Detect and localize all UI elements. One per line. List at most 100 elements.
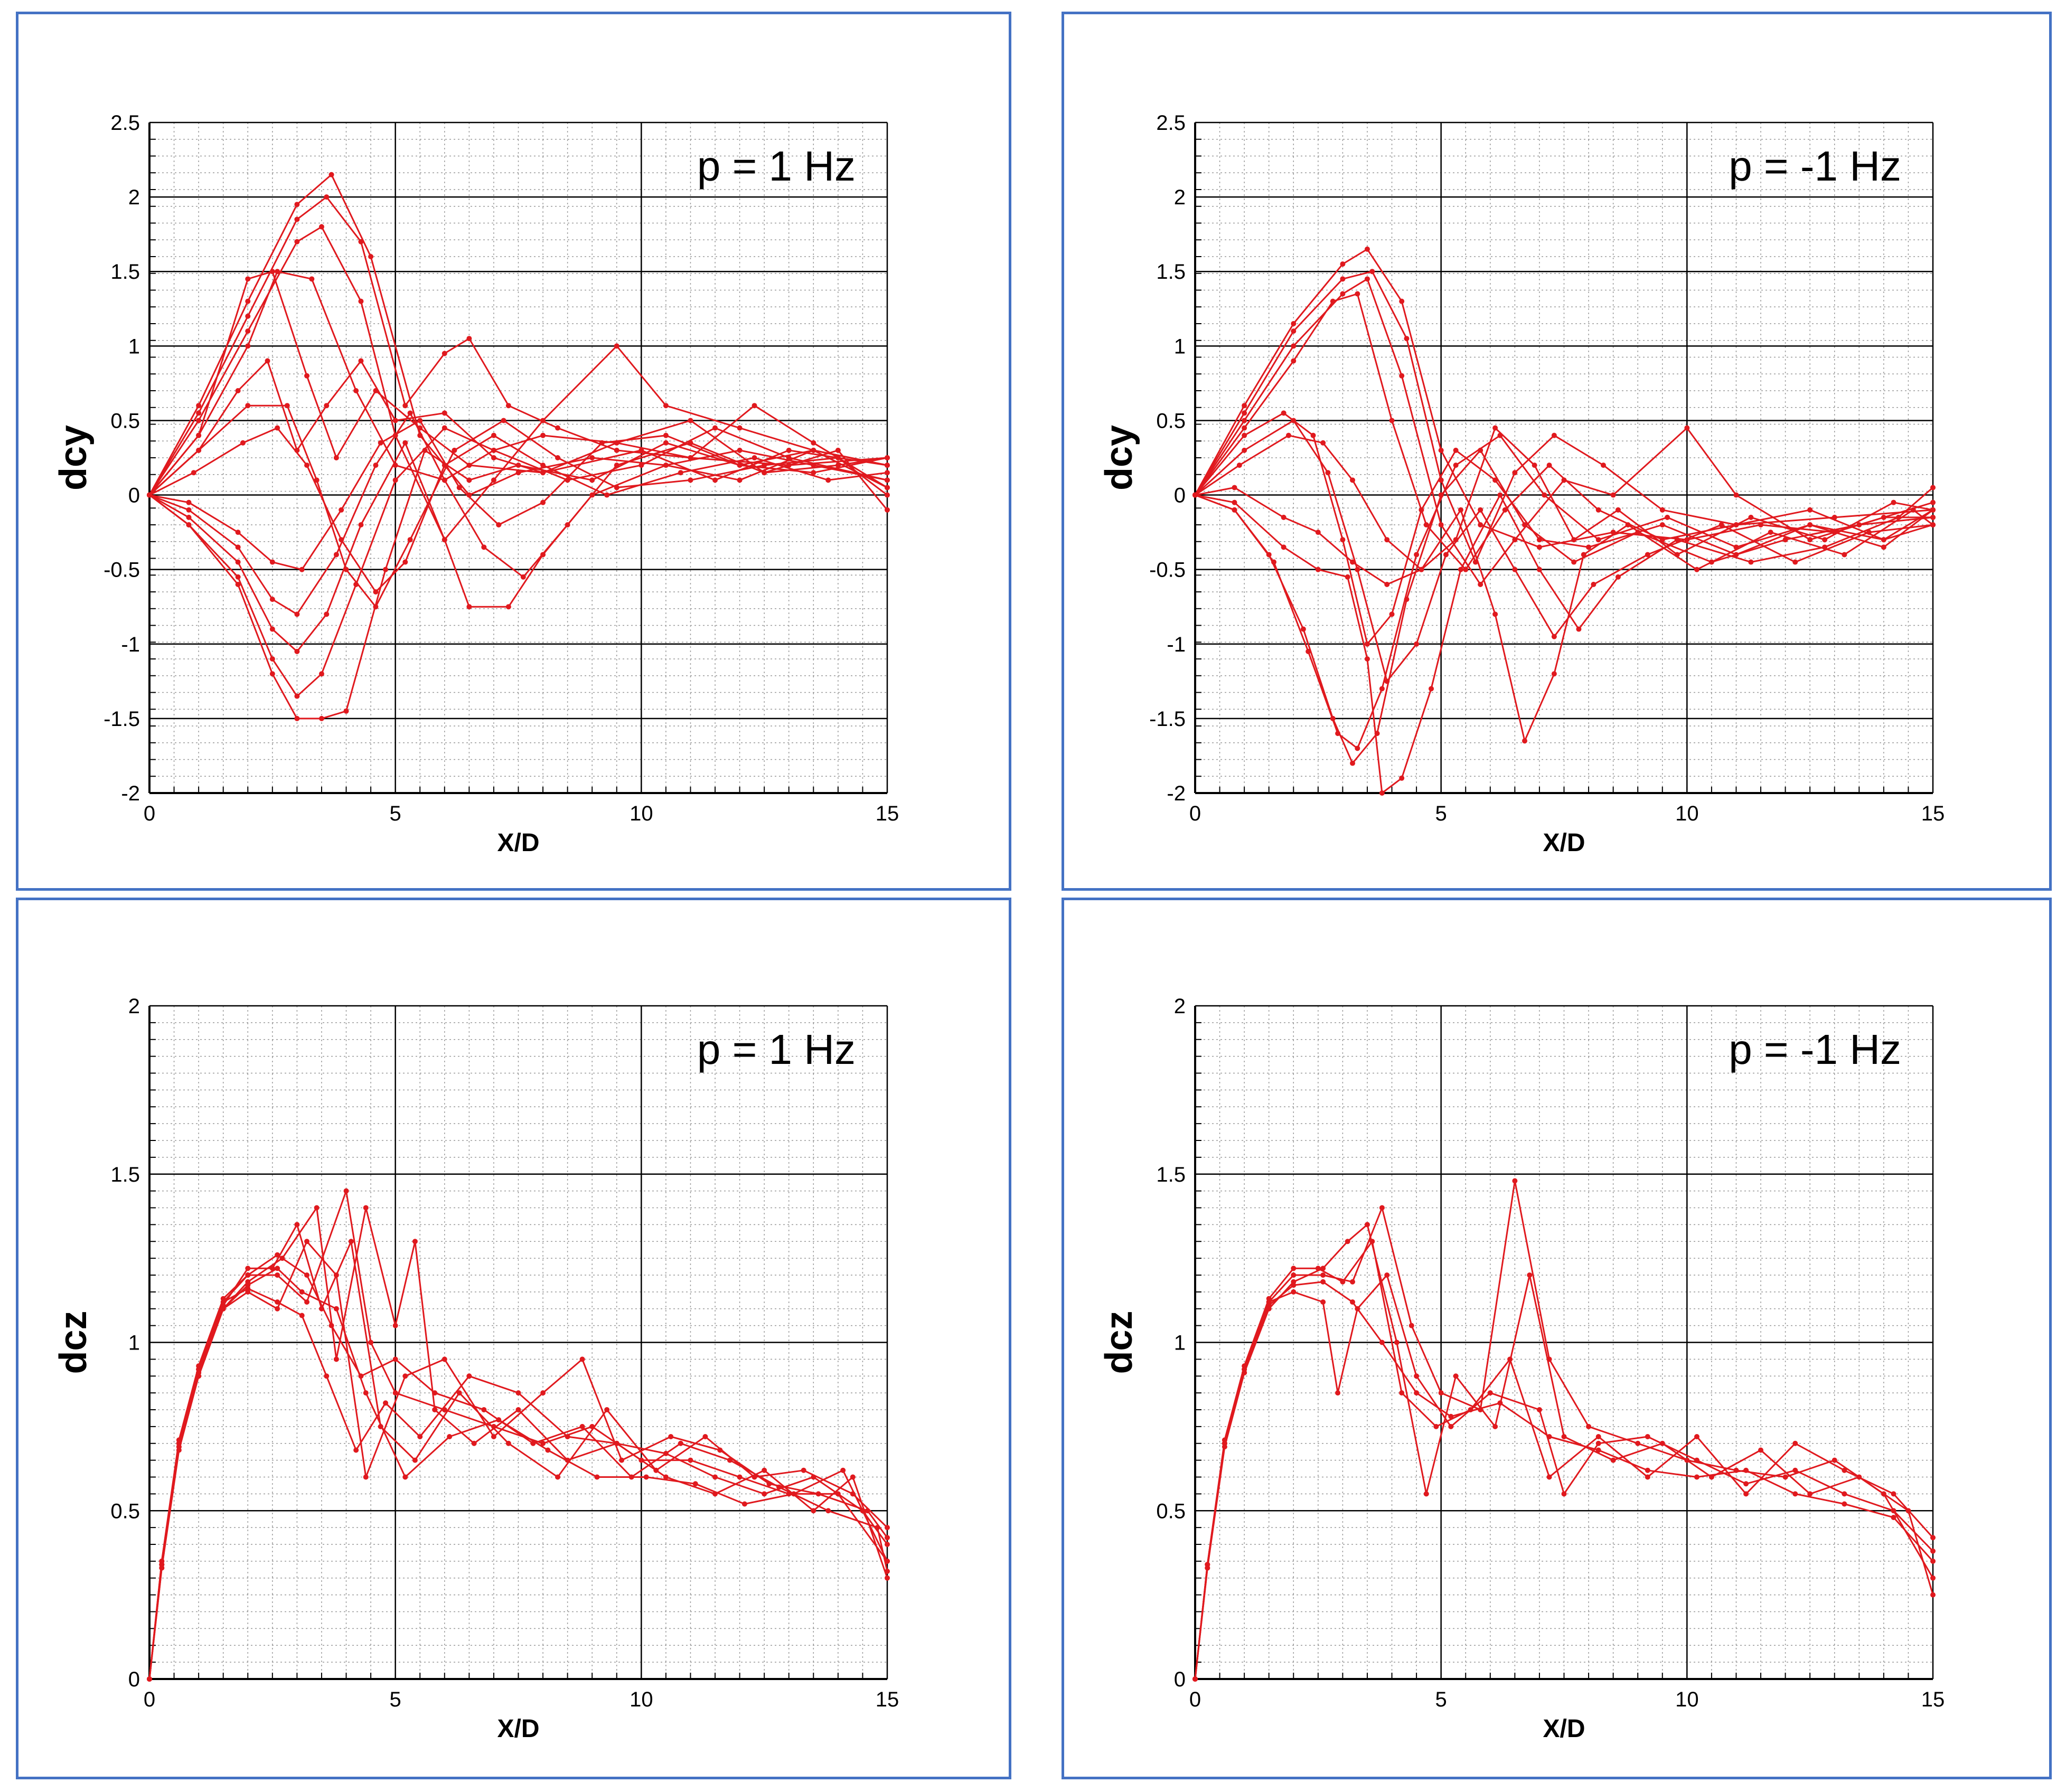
data-point	[392, 1356, 398, 1362]
y-axis-title: dcy	[52, 425, 95, 491]
x-axis-title: X/D	[497, 829, 539, 857]
y-tick-label: 2	[1174, 995, 1186, 1018]
data-point	[1595, 1440, 1601, 1446]
data-point	[363, 1390, 369, 1396]
data-point	[1842, 552, 1847, 558]
data-point	[1492, 611, 1498, 617]
data-point	[294, 715, 300, 721]
data-point	[1384, 678, 1390, 684]
y-tick-label: 1	[128, 335, 140, 358]
data-point	[269, 671, 275, 677]
series-line	[1194, 293, 1933, 571]
data-point	[1891, 1515, 1896, 1520]
data-point	[1842, 1501, 1847, 1507]
data-point	[1586, 1423, 1592, 1429]
data-point	[1866, 530, 1872, 535]
chart-panel-dcy-p1: 0 5 10 15 -2 -1.5 -1 -0.5 0 0.5 1 1.5 2 2.5 X/D dcy p = …	[16, 12, 1011, 891]
data-point	[491, 432, 496, 438]
data-point	[1807, 1491, 1813, 1497]
data-point	[515, 1407, 521, 1412]
data-point	[275, 269, 280, 275]
data-point	[801, 1467, 806, 1473]
data-point	[540, 432, 546, 438]
series-line	[149, 442, 888, 720]
data-point	[299, 1289, 305, 1295]
data-point	[1242, 1370, 1247, 1375]
data-point	[240, 440, 246, 446]
data-point	[688, 477, 693, 483]
data-point	[717, 1447, 723, 1453]
data-point	[1389, 418, 1395, 423]
data-point	[220, 1306, 226, 1312]
data-point	[1414, 1373, 1420, 1379]
data-point	[1320, 440, 1326, 446]
data-point	[353, 388, 359, 393]
y-tick-label: -1.5	[104, 708, 140, 731]
data-point	[328, 172, 334, 177]
data-point	[752, 403, 757, 409]
data-point	[1291, 1282, 1297, 1288]
data-point	[599, 440, 605, 446]
data-point	[1536, 567, 1542, 572]
y-tick-label: -1.5	[1149, 708, 1186, 731]
data-point	[1782, 1474, 1788, 1480]
data-point	[505, 604, 511, 610]
data-point	[1340, 276, 1346, 282]
data-point	[358, 522, 364, 527]
data-point	[1310, 432, 1316, 438]
grid	[1194, 121, 1934, 794]
data-point	[333, 1356, 339, 1362]
data-point	[1291, 1266, 1297, 1271]
data-point	[614, 447, 619, 453]
data-point	[1419, 507, 1424, 513]
chart-svg: 0 5 10 15 0 0.5 1 1.5 2 X/D dcz p = 1 Hz	[52, 995, 899, 1743]
data-point	[1379, 1340, 1385, 1345]
data-point	[840, 1467, 846, 1473]
data-point	[1610, 492, 1616, 498]
data-point	[1684, 425, 1690, 431]
data-point	[1527, 1272, 1533, 1278]
chart-svg: 0 5 10 15 -2 -1.5 -1 -0.5 0 0.5 1 1.5 2 2.5 X/D dcy p = …	[1098, 111, 1945, 857]
data-point	[1399, 373, 1405, 379]
data-point	[245, 1272, 251, 1278]
data-point	[1379, 686, 1385, 692]
data-point	[776, 1484, 782, 1490]
frequency-annotation: p = -1 Hz	[1729, 1026, 1901, 1073]
data-point	[688, 1457, 693, 1463]
data-point	[1384, 537, 1390, 543]
series-group	[1192, 1178, 1936, 1682]
data-point	[294, 239, 300, 244]
data-point	[1807, 507, 1813, 513]
data-point	[452, 447, 457, 453]
y-tick-label: 1	[128, 1332, 140, 1355]
data-point	[314, 477, 320, 483]
data-point	[412, 1239, 418, 1244]
data-point	[885, 485, 890, 491]
data-point	[515, 470, 521, 476]
data-point	[1522, 738, 1527, 744]
data-point	[1423, 522, 1429, 527]
data-point	[712, 477, 718, 483]
data-point	[1536, 537, 1542, 543]
data-point	[304, 1299, 310, 1305]
data-point	[1271, 559, 1277, 565]
data-point	[835, 455, 841, 460]
data-point	[1478, 507, 1483, 513]
data-point	[245, 1282, 251, 1288]
data-point	[1665, 514, 1670, 520]
data-point	[294, 611, 300, 617]
data-point	[294, 202, 300, 208]
data-point	[515, 463, 521, 468]
data-point	[1910, 507, 1916, 513]
data-point	[579, 1423, 585, 1429]
data-point	[1205, 1562, 1210, 1568]
data-point	[442, 410, 447, 416]
data-point	[737, 1474, 743, 1480]
y-tick-label: 2.5	[1156, 111, 1186, 135]
data-point	[835, 447, 841, 453]
data-point	[1561, 1491, 1567, 1497]
data-point	[1512, 1178, 1518, 1184]
data-point	[1448, 1423, 1454, 1429]
data-point	[1335, 1390, 1341, 1396]
data-point	[1423, 1491, 1429, 1497]
